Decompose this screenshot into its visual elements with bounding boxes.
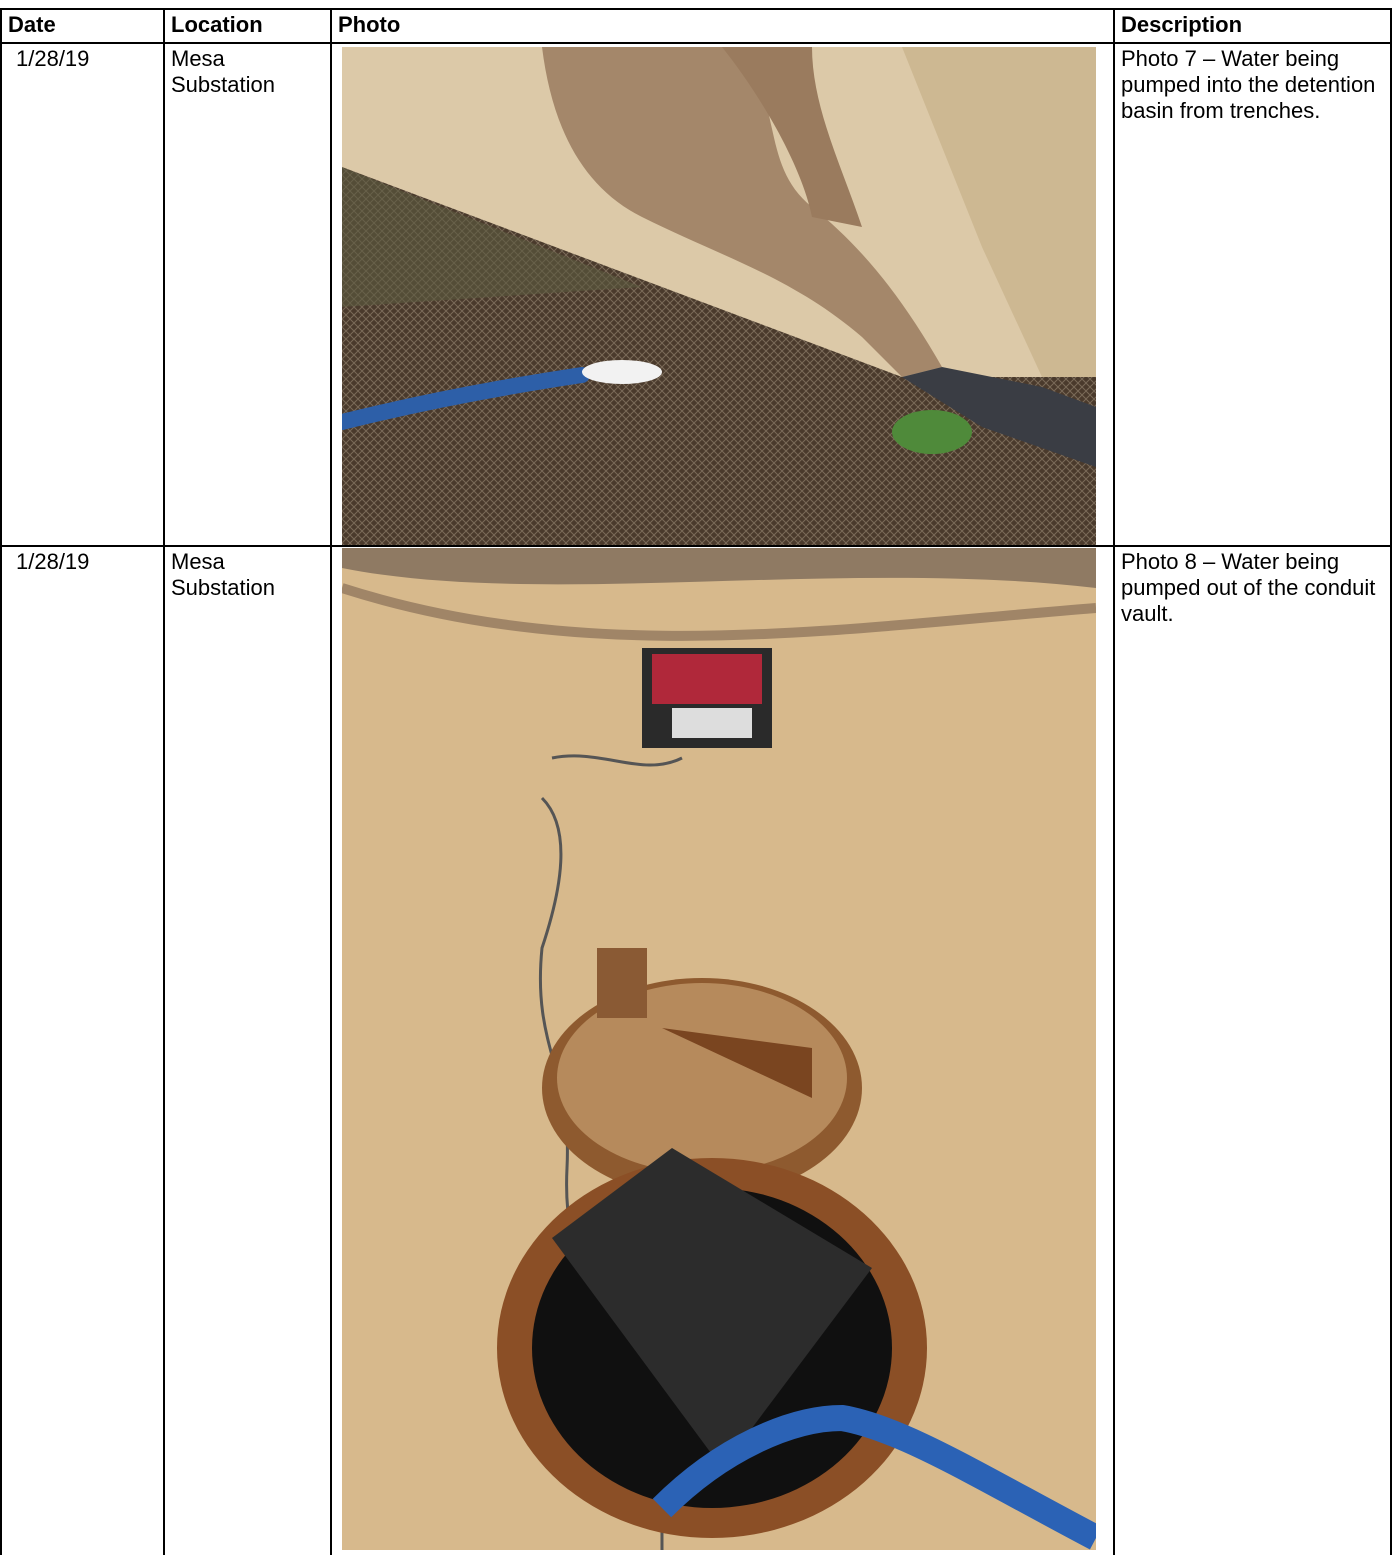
photo	[342, 47, 1096, 545]
description: Photo 7 – Water being pumped into the de…	[1113, 42, 1392, 547]
photo-cell	[330, 42, 1115, 547]
location: Mesa Substation	[163, 545, 332, 1555]
header-description: Description	[1113, 8, 1392, 44]
location: Mesa Substation	[163, 42, 332, 547]
photo-cell	[330, 545, 1115, 1555]
header-photo: Photo	[330, 8, 1115, 44]
description: Photo 8 – Water being pumped out of the …	[1113, 545, 1392, 1555]
date: 1/28/19	[0, 545, 165, 1555]
date: 1/28/19	[0, 42, 165, 547]
photo	[342, 548, 1096, 1550]
header-location: Location	[163, 8, 332, 44]
header-date: Date	[0, 8, 165, 44]
